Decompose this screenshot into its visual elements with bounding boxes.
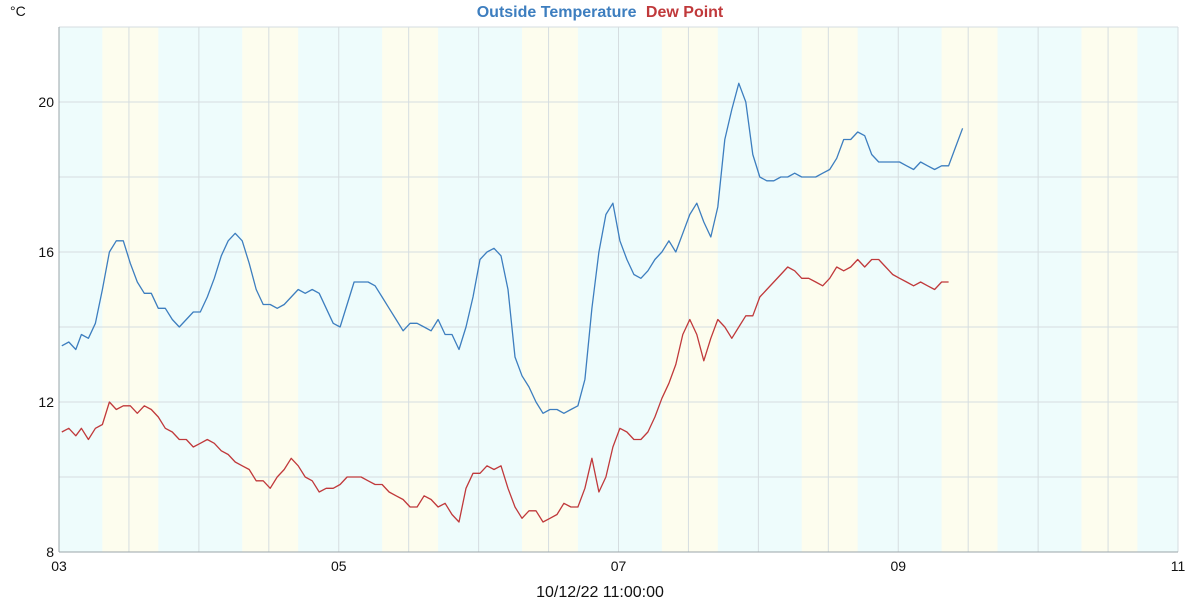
day-band [242, 27, 299, 552]
day-band [661, 27, 718, 552]
title-outside-temperature: Outside Temperature [477, 4, 637, 21]
x-tick-label: 07 [611, 558, 627, 574]
timestamp-label: 10/12/22 11:00:00 [536, 584, 664, 600]
y-tick-label: 16 [38, 244, 54, 260]
x-tick-label: 11 [1171, 558, 1186, 574]
title-dew-point: Dew Point [646, 4, 724, 21]
y-tick-label: 12 [38, 394, 54, 410]
day-band [941, 27, 998, 552]
dew-point-line [61, 258, 949, 523]
day-band [521, 27, 578, 552]
chart-title: Outside Temperature Dew Point [477, 4, 724, 21]
y-tick-label: 8 [46, 544, 54, 560]
day-band [382, 27, 439, 552]
day-band [102, 27, 159, 552]
x-tick-label: 03 [51, 558, 67, 574]
day-band [801, 27, 858, 552]
axes [58, 27, 1178, 553]
x-tick-label: 09 [890, 558, 906, 574]
tick-labels: 03 05 07 09 11 8 12 16 20 [38, 94, 1185, 574]
grid-lines [58, 26, 1179, 552]
day-band [1081, 27, 1138, 552]
x-tick-label: 05 [331, 558, 347, 574]
outside-temperature-line [61, 82, 964, 414]
y-tick-label: 20 [38, 94, 54, 110]
y-axis-unit-label: °C [10, 3, 26, 19]
series-lines [61, 82, 964, 523]
